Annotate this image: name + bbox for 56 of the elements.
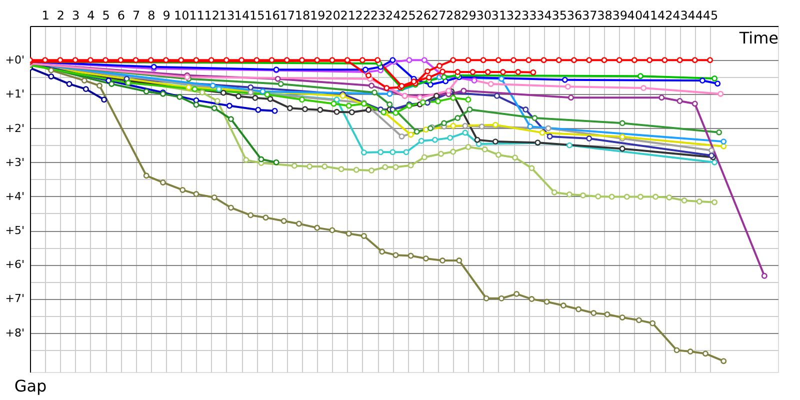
x-tick-label: 28: [446, 8, 462, 22]
x-tick-label: 2: [56, 8, 65, 22]
x-tick-label: 45: [702, 8, 718, 22]
x-tick-label: 17: [280, 8, 296, 22]
x-tick-label: 41: [642, 8, 658, 22]
x-tick-label: 24: [386, 8, 401, 22]
y-tick-label: +0': [5, 54, 24, 67]
x-tick-label: 32: [506, 8, 522, 22]
x-tick-label: 30: [476, 8, 492, 22]
x-tick-label: 40: [627, 8, 643, 22]
x-tick-label: 16: [264, 8, 280, 22]
x-axis-title: Time: [738, 28, 778, 48]
x-tick-label: 27: [430, 8, 446, 22]
x-tick-label: 22: [355, 8, 371, 22]
x-tick-label: 15: [250, 8, 265, 22]
x-tick-label: 38: [597, 8, 612, 22]
y-tick-label: +8': [5, 326, 24, 340]
x-tick-label: 37: [582, 8, 598, 22]
x-tick-label: 31: [491, 8, 507, 22]
x-tick-label: 42: [658, 8, 673, 22]
x-tick-label: 13: [219, 8, 235, 22]
y-tick-label: +1': [5, 88, 24, 101]
x-tick-label: 9: [162, 8, 170, 22]
x-tick-label: 8: [148, 8, 156, 22]
y-tick-label: +5': [5, 224, 24, 238]
x-tick-label: 7: [132, 8, 140, 22]
x-tick-label: 29: [461, 8, 476, 22]
x-tick-label: 21: [340, 8, 356, 22]
y-axis-title: Gap: [14, 376, 47, 396]
x-tick-label: 1: [42, 8, 50, 22]
y-tick-label: +3': [5, 156, 24, 169]
y-tick-label: +6': [5, 258, 24, 272]
x-tick-label: 3: [72, 8, 80, 22]
x-tick-label: 36: [566, 8, 582, 22]
x-tick-label: 35: [552, 8, 568, 22]
x-tick-label: 6: [117, 8, 125, 22]
y-tick-label: +7': [5, 292, 24, 306]
x-tick-label: 10: [174, 8, 190, 22]
x-tick-label: 14: [234, 8, 250, 22]
y-tick-label: +2': [5, 122, 24, 135]
x-tick-label: 20: [325, 8, 340, 22]
x-tick-label: 23: [370, 8, 386, 22]
x-tick-label: 43: [672, 8, 688, 22]
x-tick-label: 39: [612, 8, 628, 22]
x-tick-label: 18: [294, 8, 310, 22]
x-tick-label: 34: [536, 8, 552, 22]
x-tick-label: 44: [688, 8, 704, 22]
x-tick-label: 5: [102, 8, 110, 22]
x-tick-label: 4: [87, 8, 95, 22]
x-tick-label: 26: [416, 8, 432, 22]
x-tick-label: 33: [522, 8, 537, 22]
x-tick-label: 11: [189, 8, 204, 22]
x-tick-label: 25: [400, 8, 416, 22]
x-tick-label: 19: [310, 8, 326, 22]
x-tick-label: 12: [204, 8, 220, 22]
y-tick-label: +4': [5, 190, 24, 203]
